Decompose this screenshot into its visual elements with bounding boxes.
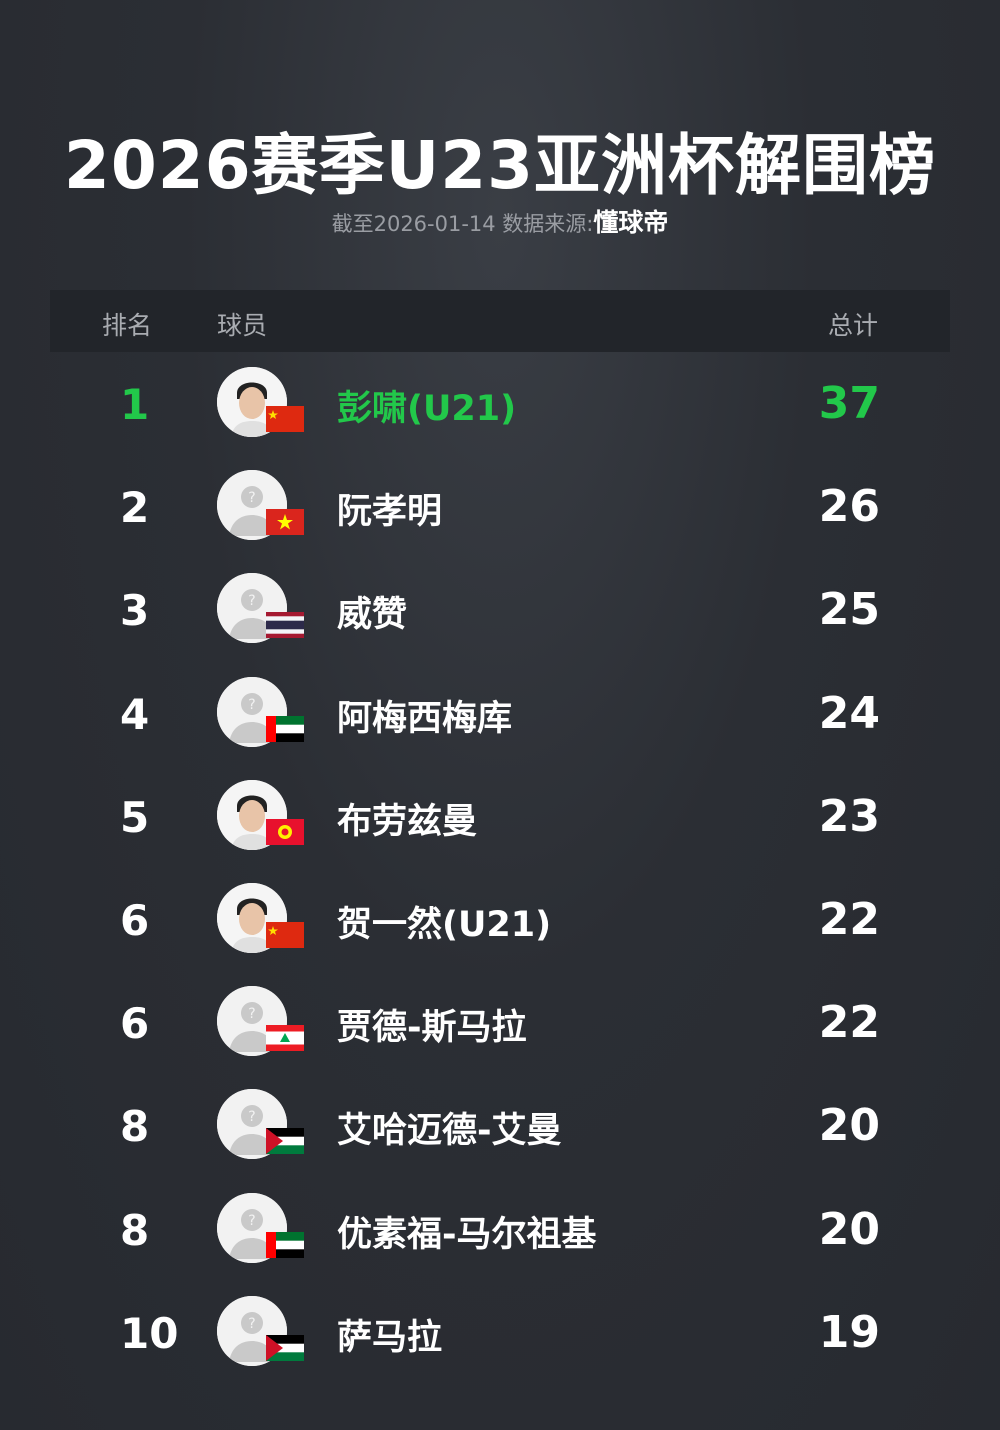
- china-flag-icon: [266, 406, 304, 432]
- total-value: 24: [818, 687, 880, 739]
- table-row: 8 ? 优素福-马尔祖基 20: [50, 1176, 950, 1279]
- player-name: 优素福-马尔祖基: [337, 1214, 597, 1255]
- subtitle: 截至2026-01-14 数据来源:懂球帝: [0, 203, 1000, 239]
- table-row: 1 彭啸(U21) 37: [50, 350, 950, 453]
- jordan-flag-icon: [266, 1128, 304, 1155]
- svg-text:?: ?: [248, 593, 255, 609]
- table-header: 排名 球员 总计: [50, 290, 950, 352]
- thailand-flag-icon: [266, 612, 304, 639]
- rank: 3: [120, 586, 150, 636]
- rank: 8: [120, 1102, 150, 1152]
- table-row: 6 ? 贾德-斯马拉 22: [50, 969, 950, 1072]
- rank: 10: [120, 1308, 179, 1358]
- header-player: 球员: [217, 311, 268, 340]
- kyrgyzstan-flag-icon: [266, 818, 304, 845]
- total-value: 22: [818, 997, 880, 1049]
- jordan-flag-icon: [266, 1334, 304, 1361]
- header-total: 总计: [827, 311, 878, 340]
- total-value: 20: [818, 1203, 880, 1255]
- uae-flag-icon: [266, 715, 304, 742]
- china-flag-icon: [266, 922, 304, 948]
- total-value: 23: [818, 790, 880, 842]
- rank: 2: [120, 483, 150, 533]
- total-value: 26: [818, 481, 880, 533]
- rank: 4: [120, 689, 150, 739]
- table-row: 6 贺一然(U21) 22: [50, 866, 950, 969]
- player-name: 阿梅西梅库: [337, 698, 513, 739]
- avatar: ?: [217, 1192, 287, 1263]
- player-name: 萨马拉: [337, 1317, 443, 1358]
- source-name: 懂球帝: [593, 208, 669, 237]
- table-row: 2 ? 阮孝明 26: [50, 453, 950, 556]
- total-value: 22: [818, 894, 880, 945]
- vietnam-flag-icon: [266, 509, 304, 536]
- svg-text:?: ?: [248, 1006, 255, 1022]
- player-name: 彭啸(U21): [337, 389, 517, 429]
- table-row: 4 ? 阿梅西梅库 24: [50, 660, 950, 763]
- player-name: 贺一然(U21): [337, 905, 552, 945]
- player-name: 贾德-斯马拉: [337, 1008, 527, 1049]
- total-value: 25: [818, 584, 880, 636]
- svg-text:?: ?: [248, 1316, 255, 1332]
- player-name: 布劳兹曼: [337, 801, 478, 842]
- rank: 6: [120, 896, 150, 945]
- total-value: 37: [818, 378, 880, 429]
- uae-flag-icon: [266, 1231, 304, 1258]
- page-title: 2026赛季U23亚洲杯解围榜: [63, 127, 937, 204]
- svg-text:?: ?: [248, 697, 255, 713]
- rank: 5: [120, 792, 150, 842]
- rank: 6: [120, 999, 150, 1049]
- rank: 1: [120, 380, 150, 429]
- total-value: 19: [818, 1306, 880, 1358]
- header-rank: 排名: [102, 311, 153, 340]
- avatar: ?: [217, 573, 287, 644]
- table-row: 5 布劳兹曼 23: [50, 763, 950, 866]
- total-value: 20: [818, 1100, 880, 1152]
- lebanon-flag-icon: [266, 1025, 304, 1052]
- rank: 8: [120, 1205, 150, 1255]
- table-row: 3 ? 威赞 25: [50, 556, 950, 659]
- svg-text:?: ?: [248, 490, 255, 506]
- svg-text:?: ?: [248, 1109, 255, 1125]
- player-name: 阮孝明: [337, 492, 443, 533]
- svg-text:?: ?: [248, 1213, 255, 1229]
- player-name: 威赞: [337, 595, 408, 636]
- table-row: 10 ? 萨马拉 19: [50, 1279, 950, 1382]
- table-row: 8 ? 艾哈迈德-艾曼 20: [50, 1072, 950, 1175]
- player-name: 艾哈迈德-艾曼: [337, 1111, 562, 1152]
- date-source-label: 截至2026-01-14 数据来源:: [331, 212, 594, 236]
